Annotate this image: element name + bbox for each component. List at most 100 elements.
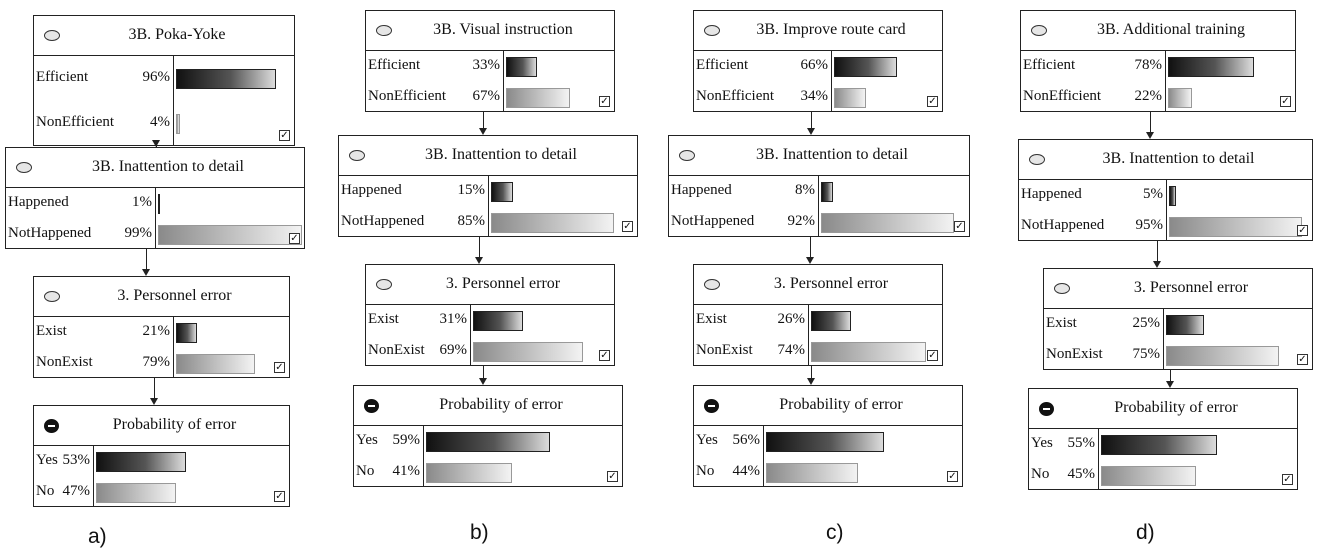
evidence-checkbox[interactable]: ✓ bbox=[274, 362, 285, 373]
connector-arrow bbox=[1157, 241, 1158, 262]
state-percent: 44% bbox=[732, 462, 761, 479]
node-title: 3. Personnel error bbox=[1133, 279, 1249, 296]
node-header: 3B. Additional training bbox=[1021, 11, 1295, 51]
state-label: NotHappened 95% bbox=[1021, 217, 1165, 234]
node-bullet-icon bbox=[704, 399, 719, 413]
connector-arrow bbox=[154, 378, 155, 399]
probability-bar bbox=[426, 462, 513, 483]
probability-bar bbox=[473, 310, 523, 331]
state-name: NonExist bbox=[696, 341, 753, 358]
probability-bar bbox=[491, 212, 615, 233]
evidence-checkbox[interactable]: ✓ bbox=[1297, 354, 1308, 365]
connector-arrow bbox=[811, 112, 812, 129]
state-column bbox=[34, 317, 174, 377]
panel-label: d) bbox=[1136, 521, 1155, 544]
state-label: NonEfficient 22% bbox=[1023, 88, 1164, 105]
state-column bbox=[1021, 51, 1166, 111]
node-title: 3B. Inattention to detail bbox=[756, 146, 908, 163]
network-node[interactable]: 3B. Inattention to detail Happened 5% NotHa… bbox=[1018, 139, 1313, 241]
network-node[interactable]: 3B. Inattention to detail Happened 15% NotH… bbox=[338, 135, 638, 237]
state-label: NotHappened 92% bbox=[671, 213, 817, 230]
network-node[interactable]: 3. Personnel error Exist 21% NonExist 79% ✓ bbox=[33, 276, 290, 378]
evidence-checkbox[interactable]: ✓ bbox=[1297, 225, 1308, 236]
state-name: Happened bbox=[1021, 185, 1082, 202]
network-node[interactable]: 3. Personnel error Exist 26% NonExist 74% ✓ bbox=[693, 264, 943, 366]
probability-bar bbox=[506, 87, 570, 108]
evidence-checkbox[interactable]: ✓ bbox=[954, 221, 965, 232]
connector-arrow bbox=[146, 249, 147, 270]
evidence-checkbox[interactable]: ✓ bbox=[622, 221, 633, 232]
evidence-checkbox[interactable]: ✓ bbox=[927, 350, 938, 361]
state-label: NonExist 79% bbox=[36, 354, 172, 371]
network-node[interactable]: 3B. Improve route card Efficient 66% NonEff… bbox=[693, 10, 943, 112]
connector-arrow bbox=[1170, 370, 1171, 382]
probability-bar bbox=[1169, 185, 1176, 206]
probability-bar bbox=[158, 224, 302, 245]
network-node[interactable]: 3. Personnel error Exist 31% NonExist 69% ✓ bbox=[365, 264, 615, 366]
node-header: 3B. Inattention to detail bbox=[339, 136, 637, 176]
state-percent: 21% bbox=[142, 322, 171, 339]
connector-arrow bbox=[1150, 112, 1151, 133]
probability-bar bbox=[491, 181, 513, 202]
state-name: Happened bbox=[671, 181, 732, 198]
arrow-head-icon bbox=[142, 269, 150, 276]
network-node[interactable]: 3B. Poka-Yoke Efficient 96% NonEfficient 4% ✓ bbox=[33, 15, 295, 146]
state-column bbox=[6, 188, 156, 248]
state-percent: 95% bbox=[1135, 216, 1164, 233]
evidence-checkbox[interactable]: ✓ bbox=[274, 491, 285, 502]
state-name: Exist bbox=[696, 310, 727, 327]
state-percent: 22% bbox=[1134, 87, 1163, 104]
evidence-checkbox[interactable]: ✓ bbox=[599, 96, 610, 107]
evidence-checkbox[interactable]: ✓ bbox=[1282, 474, 1293, 485]
node-bullet-icon bbox=[16, 162, 32, 173]
state-percent: 75% bbox=[1132, 345, 1161, 362]
network-node[interactable]: 3. Personnel error Exist 25% NonExist 75% ✓ bbox=[1043, 268, 1313, 370]
evidence-checkbox[interactable]: ✓ bbox=[927, 96, 938, 107]
state-name: Exist bbox=[1046, 314, 1077, 331]
network-node[interactable]: 3B. Inattention to detail Happened 8% NotHa… bbox=[668, 135, 970, 237]
node-header: 3B. Visual instruction bbox=[366, 11, 614, 51]
network-node[interactable]: Probability of error Yes 59% No 41% ✓ bbox=[353, 385, 623, 487]
state-column bbox=[339, 176, 489, 236]
probability-bar bbox=[158, 193, 160, 214]
node-title: 3. Personnel error bbox=[117, 287, 232, 304]
probability-bar bbox=[811, 341, 926, 362]
arrow-head-icon bbox=[807, 128, 815, 135]
evidence-checkbox[interactable]: ✓ bbox=[1280, 96, 1291, 107]
network-node[interactable]: Probability of error Yes 53% No 47% ✓ bbox=[33, 405, 290, 507]
state-name: NotHappened bbox=[8, 224, 92, 241]
state-label: Happened 1% bbox=[8, 194, 154, 211]
node-title: 3. Personnel error bbox=[773, 275, 889, 292]
state-label: Happened 5% bbox=[1021, 186, 1165, 203]
network-node[interactable]: Probability of error Yes 55% No 45% ✓ bbox=[1028, 388, 1298, 490]
network-node[interactable]: Probability of error Yes 56% No 44% ✓ bbox=[693, 385, 963, 487]
node-title: 3B. Visual instruction bbox=[433, 21, 573, 38]
state-label: Exist 21% bbox=[36, 323, 172, 340]
node-header: 3. Personnel error bbox=[366, 265, 614, 305]
state-percent: 47% bbox=[62, 482, 91, 499]
evidence-checkbox[interactable]: ✓ bbox=[947, 471, 958, 482]
node-title: 3B. Inattention to detail bbox=[92, 158, 244, 175]
network-node[interactable]: 3B. Visual instruction Efficient 33% NonEff… bbox=[365, 10, 615, 112]
node-bullet-icon bbox=[1029, 154, 1045, 165]
state-percent: 66% bbox=[800, 56, 829, 73]
state-name: NotHappened bbox=[671, 212, 755, 229]
node-bullet-icon bbox=[1054, 283, 1070, 294]
connector-arrow bbox=[483, 112, 484, 129]
probability-bar bbox=[834, 56, 897, 77]
state-name: Efficient bbox=[36, 68, 89, 85]
state-column bbox=[694, 426, 764, 486]
evidence-checkbox[interactable]: ✓ bbox=[599, 350, 610, 361]
network-node[interactable]: 3B. Inattention to detail Happened 1% NotHa… bbox=[5, 147, 305, 249]
node-header: Probability of error bbox=[34, 406, 289, 446]
evidence-checkbox[interactable]: ✓ bbox=[289, 233, 300, 244]
node-header: Probability of error bbox=[1029, 389, 1297, 429]
state-label: Happened 8% bbox=[671, 182, 817, 199]
network-node[interactable]: 3B. Additional training Efficient 78% NonEf… bbox=[1020, 10, 1296, 112]
node-title: 3B. Inattention to detail bbox=[1102, 150, 1255, 167]
evidence-checkbox[interactable]: ✓ bbox=[279, 130, 290, 141]
evidence-checkbox[interactable]: ✓ bbox=[607, 471, 618, 482]
state-label: NonEfficient 4% bbox=[36, 114, 172, 131]
state-name: NonExist bbox=[36, 353, 93, 370]
node-header: 3. Personnel error bbox=[34, 277, 289, 317]
